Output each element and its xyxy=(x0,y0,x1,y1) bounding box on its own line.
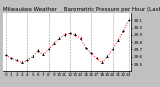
Text: Milwaukee Weather    Barometric Pressure per Hour (Last 24 Hours): Milwaukee Weather Barometric Pressure pe… xyxy=(3,7,160,12)
